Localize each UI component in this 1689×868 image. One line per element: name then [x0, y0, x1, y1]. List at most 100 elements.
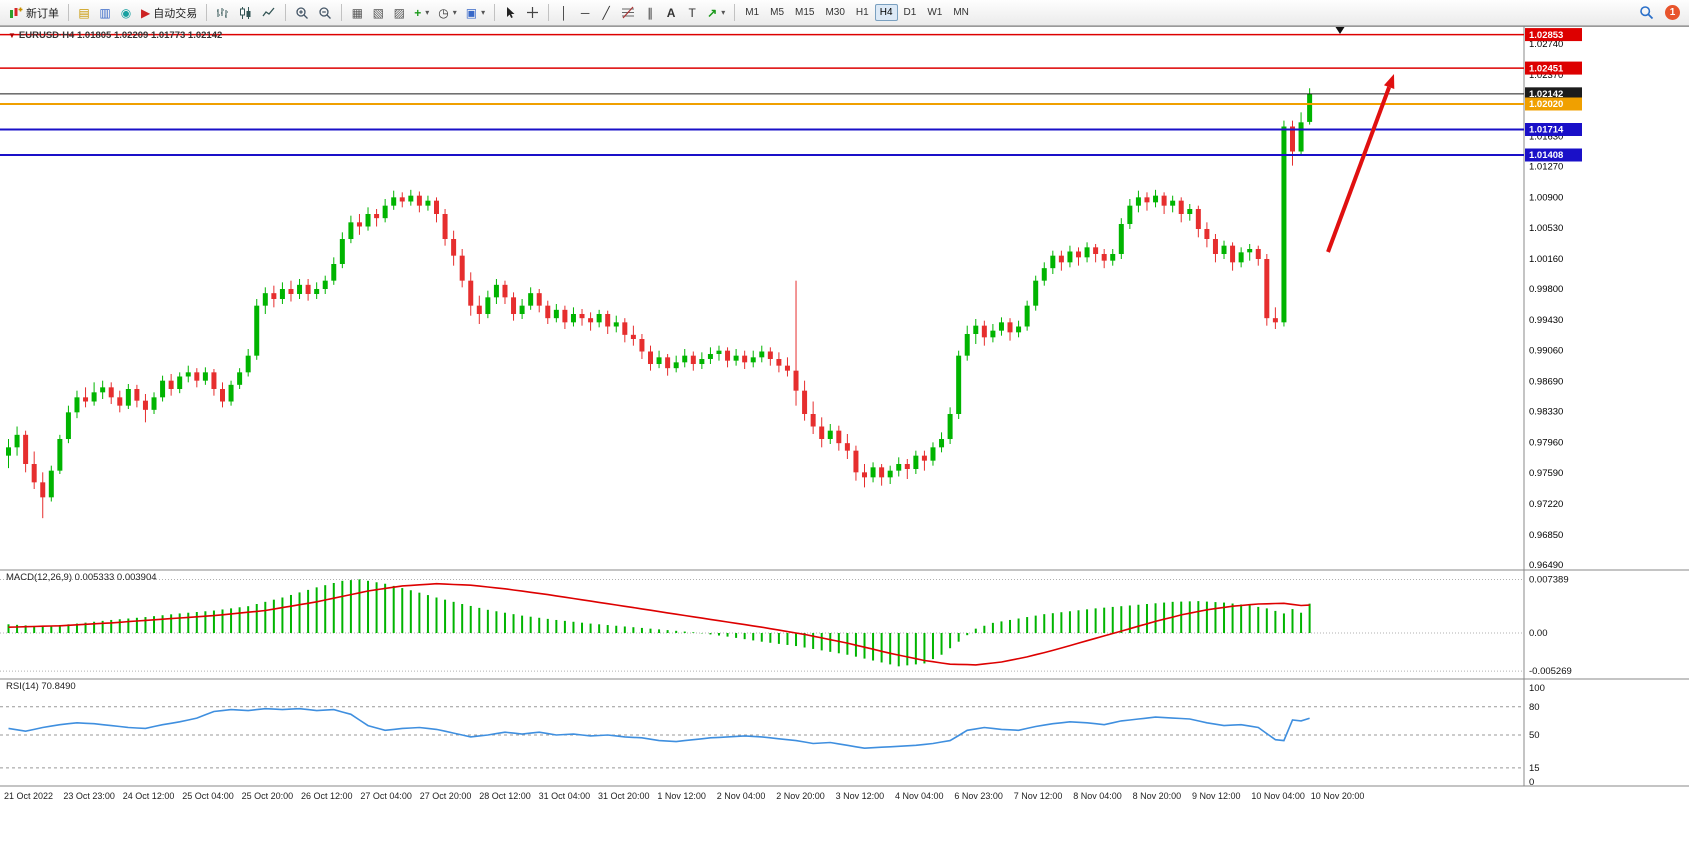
price-level-badge[interactable]: [1525, 97, 1582, 111]
trendline-icon: ╱: [602, 5, 610, 20]
trendline-tool-button[interactable]: ╱: [596, 3, 616, 23]
indicators-button[interactable]: + ▾: [410, 3, 433, 23]
candle-body: [630, 334, 636, 339]
timeframe-d1[interactable]: D1: [903, 7, 917, 18]
candle-body: [254, 305, 260, 356]
zoom-out-button[interactable]: [314, 3, 336, 23]
candle-body: [1255, 249, 1261, 259]
timeframe-h1[interactable]: H1: [855, 7, 869, 18]
rsi-axis-label: 0: [1529, 777, 1534, 788]
candle-body: [904, 464, 910, 469]
trend-arrow-annotation[interactable]: [1326, 86, 1392, 253]
cascade-windows-icon: ▧: [372, 5, 384, 20]
price-axis-label: 0.96850: [1529, 530, 1563, 541]
candle-body: [220, 389, 225, 402]
line-chart-icon: [262, 7, 275, 16]
price-level-badge-label: 1.01714: [1529, 125, 1564, 136]
candle-body: [74, 397, 80, 413]
zoom-in-button[interactable]: [291, 3, 313, 23]
notification-badge[interactable]: 1: [1665, 5, 1680, 20]
price-level-badge[interactable]: [1525, 123, 1582, 136]
candle-body: [279, 289, 285, 299]
horizontal-line-tool-button[interactable]: ─: [575, 3, 595, 23]
fibonacci-tool-button[interactable]: [617, 3, 639, 23]
candle-body: [913, 455, 919, 469]
cascade-windows-button[interactable]: ▧: [368, 3, 388, 23]
candle-body: [819, 426, 825, 439]
timeframe-m5[interactable]: M5: [770, 7, 785, 18]
candle-body: [759, 351, 765, 358]
candle-body: [1135, 197, 1141, 206]
timeframe-mn[interactable]: MN: [953, 7, 969, 18]
candle-body: [288, 289, 294, 294]
price-axis-label: 1.00160: [1529, 254, 1563, 265]
timeframe-m1[interactable]: M1: [745, 7, 760, 18]
timeframe-m30[interactable]: M30: [825, 7, 845, 18]
price-axis-label: 0.97590: [1529, 468, 1563, 479]
candle-body: [100, 387, 106, 393]
candle-body: [870, 467, 876, 478]
navigator-button[interactable]: ◉: [116, 3, 136, 23]
new-order-button[interactable]: 新订单: [5, 3, 63, 23]
bar-chart-button[interactable]: [212, 3, 234, 23]
price-axis-label: 0.98330: [1529, 407, 1563, 418]
candle-body: [656, 357, 662, 364]
candle-body: [262, 293, 268, 306]
auto-trading-button[interactable]: ▶ 自动交易: [137, 3, 201, 23]
price-marker-triangle[interactable]: [1335, 27, 1345, 34]
candle-body: [211, 372, 217, 389]
tile-windows-icon: ▦: [351, 5, 363, 20]
candle-body: [605, 314, 611, 327]
candle-body: [142, 400, 148, 410]
timeframe-m15[interactable]: M15: [795, 7, 815, 18]
bar-chart-icon: [217, 7, 229, 18]
crosshair-button[interactable]: [522, 3, 543, 23]
candle-body: [588, 318, 594, 323]
candle-body: [844, 443, 850, 451]
channel-tool-button[interactable]: ∥: [640, 3, 660, 23]
text-label-tool-button[interactable]: T: [682, 3, 702, 23]
candle-body: [502, 284, 508, 298]
candle-body: [1204, 229, 1210, 239]
tile-windows-button[interactable]: ▦: [347, 3, 367, 23]
price-level-badge-label: 1.01408: [1529, 150, 1563, 161]
time-axis-label: 27 Oct 20:00: [420, 791, 472, 801]
candle-body: [1016, 326, 1022, 333]
candle-body: [622, 322, 628, 335]
price-level-badge[interactable]: [1525, 61, 1582, 75]
new-order-icon: [10, 7, 23, 18]
price-axis-label: 1.01270: [1529, 162, 1563, 173]
timeframe-h4[interactable]: H4: [874, 4, 898, 21]
candle-body: [1230, 245, 1236, 263]
time-axis-label: 26 Oct 12:00: [301, 791, 353, 801]
market-watch-button[interactable]: ▤: [74, 3, 94, 23]
line-chart-button[interactable]: [258, 3, 280, 23]
price-level-badge[interactable]: [1525, 87, 1582, 101]
candle-body: [639, 339, 645, 352]
periods-button[interactable]: ◷ ▾: [434, 3, 461, 23]
candle-body: [493, 284, 499, 298]
candle-body: [1033, 280, 1039, 306]
rsi-line: [8, 707, 1310, 750]
arrows-tool-button[interactable]: ↗ ▾: [703, 3, 729, 23]
chart-canvas[interactable]: 0.0073890.00-0.00526910080501501.027401.…: [0, 26, 1689, 868]
candle-body: [382, 205, 388, 219]
timeframe-w1[interactable]: W1: [927, 7, 943, 18]
time-axis-label: 1 Nov 12:00: [657, 791, 706, 801]
rsi-axis-label: 15: [1529, 763, 1540, 774]
candlestick-chart-button[interactable]: [235, 3, 257, 23]
candle-body: [1281, 126, 1287, 323]
time-axis-label: 2 Nov 20:00: [776, 791, 825, 801]
price-level-badge[interactable]: [1525, 148, 1582, 162]
candle-body: [690, 355, 696, 364]
data-window-button[interactable]: ▥: [95, 3, 115, 23]
candle-body: [374, 214, 380, 219]
cursor-button[interactable]: [500, 3, 521, 23]
templates-button[interactable]: ▣ ▾: [462, 3, 489, 23]
price-level-badge[interactable]: [1525, 28, 1582, 42]
search-button[interactable]: [1635, 3, 1658, 23]
candle-body: [57, 439, 63, 471]
arrange-windows-button[interactable]: ▨: [389, 3, 409, 23]
vertical-line-tool-button[interactable]: │: [554, 3, 574, 23]
text-tool-button[interactable]: A: [661, 3, 681, 23]
